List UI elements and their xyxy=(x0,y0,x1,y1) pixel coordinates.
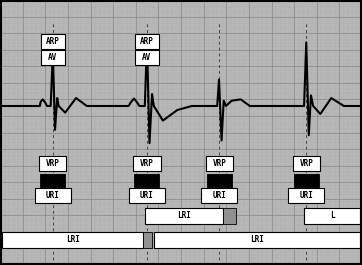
Text: ARP: ARP xyxy=(140,37,154,46)
Bar xyxy=(207,174,232,187)
Text: ARP: ARP xyxy=(46,37,60,46)
Bar xyxy=(294,174,319,187)
Bar xyxy=(288,188,324,203)
Bar xyxy=(154,232,360,248)
Text: URI: URI xyxy=(299,191,313,200)
Bar xyxy=(201,188,237,203)
Text: URI: URI xyxy=(212,191,226,200)
Bar xyxy=(35,188,71,203)
Bar xyxy=(39,156,67,171)
Text: VRP: VRP xyxy=(140,159,154,168)
Text: LRI: LRI xyxy=(177,211,191,220)
Bar xyxy=(129,188,165,203)
Bar xyxy=(41,50,64,65)
Bar xyxy=(145,208,223,224)
Text: AV: AV xyxy=(48,53,58,62)
Bar xyxy=(304,208,360,224)
Bar xyxy=(206,156,233,171)
Bar xyxy=(135,174,160,187)
Bar xyxy=(135,34,159,49)
Text: VRP: VRP xyxy=(212,159,226,168)
Bar xyxy=(134,156,161,171)
Bar xyxy=(2,232,143,248)
Bar xyxy=(223,208,236,224)
Text: URI: URI xyxy=(140,191,154,200)
Text: LRI: LRI xyxy=(66,235,80,244)
Bar xyxy=(41,174,65,187)
Bar xyxy=(135,50,159,65)
Text: AV: AV xyxy=(142,53,152,62)
Text: VRP: VRP xyxy=(299,159,313,168)
Bar xyxy=(41,34,64,49)
Text: VRP: VRP xyxy=(46,159,60,168)
Text: L: L xyxy=(330,211,334,220)
Bar xyxy=(292,156,320,171)
Bar xyxy=(143,232,152,248)
Text: LRI: LRI xyxy=(250,235,264,244)
Text: URI: URI xyxy=(46,191,60,200)
